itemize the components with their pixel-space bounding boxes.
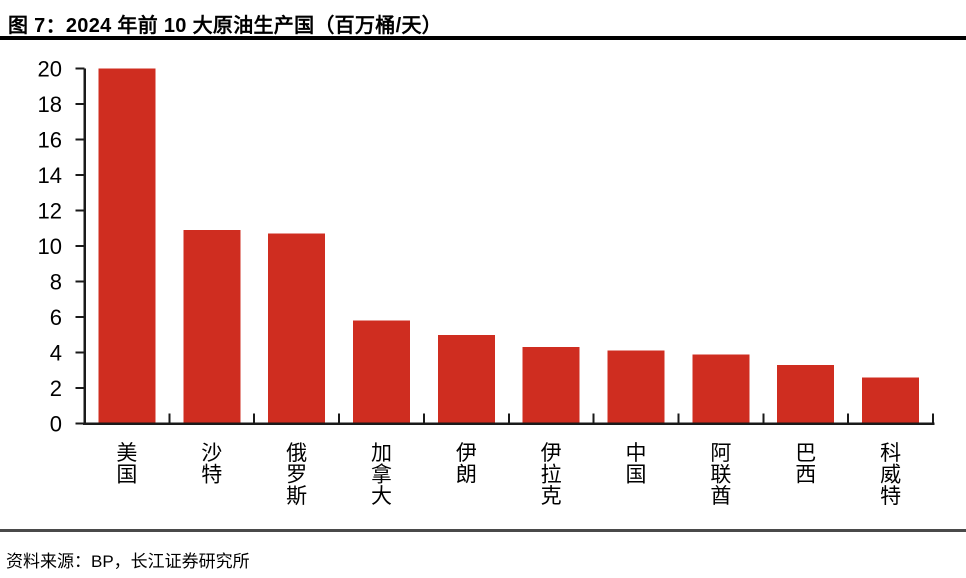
- x-category-label: 伊朗: [456, 442, 477, 487]
- x-category-label: 巴西: [795, 442, 816, 487]
- footer-divider: [0, 529, 966, 532]
- bar-加拿大: [352, 320, 410, 424]
- y-tick-label: 0: [50, 411, 62, 436]
- y-tick-label: 12: [38, 198, 62, 223]
- y-tick-label: 14: [38, 163, 62, 188]
- y-tick-label: 18: [38, 92, 62, 117]
- y-tick-label: 8: [50, 269, 62, 294]
- bar-中国: [607, 350, 665, 424]
- bar-沙特: [183, 230, 241, 424]
- bar-美国: [98, 68, 156, 424]
- bar-俄罗斯: [268, 233, 326, 424]
- source-note: 资料来源：BP，长江证券研究所: [6, 552, 250, 571]
- x-category-label: 美国: [116, 442, 137, 487]
- x-category-label: 科威特: [880, 442, 901, 508]
- x-category-label: 阿联酋: [710, 442, 731, 508]
- y-tick-label: 16: [38, 127, 62, 152]
- y-tick-label: 6: [50, 305, 62, 330]
- bar-阿联酋: [692, 354, 750, 424]
- x-category-label: 俄罗斯: [286, 442, 307, 508]
- bar-巴西: [777, 364, 835, 424]
- y-tick-label: 10: [38, 234, 62, 259]
- title-divider: [0, 36, 966, 40]
- figure-title: 图 7：2024 年前 10 大原油生产国（百万桶/天）: [8, 15, 443, 37]
- x-category-label: 加拿大: [371, 442, 392, 508]
- x-category-label: 伊拉克: [541, 442, 562, 508]
- bar-科威特: [862, 377, 920, 424]
- y-tick-label: 20: [38, 56, 62, 81]
- x-category-label: 中国: [626, 442, 647, 487]
- y-tick-label: 2: [50, 376, 62, 401]
- bar-伊拉克: [522, 347, 580, 424]
- bar-伊朗: [437, 334, 495, 424]
- y-tick-label: 4: [50, 340, 62, 365]
- x-category-label: 沙特: [201, 442, 222, 487]
